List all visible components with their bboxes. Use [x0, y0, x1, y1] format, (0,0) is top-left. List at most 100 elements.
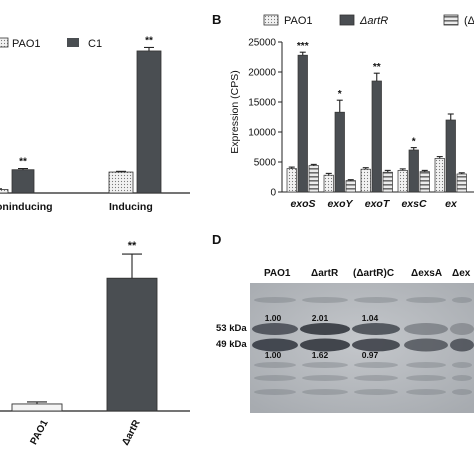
- panel-b-bar-exoS-1: [297, 54, 308, 193]
- legend-a-label-c1: C1: [88, 38, 102, 50]
- faint-band-3-lane-2: [354, 389, 398, 395]
- band-53-lane-1: [300, 323, 350, 335]
- panel-b-significance-exoS: ***: [297, 41, 309, 52]
- legend-b-swatch-0: [263, 14, 279, 26]
- panel-b-bar-exoS-0: [286, 168, 297, 193]
- legend-b-label-0: PAO1: [284, 15, 313, 27]
- legend-a-swatch-pao1: [0, 37, 9, 48]
- panel-b-bar-exoT-1: [371, 80, 382, 193]
- band-49-lane-2: [352, 338, 400, 352]
- blot-upper-value-1: 2.01: [312, 313, 329, 323]
- panel-b-y-tick-label-5: 25000: [248, 38, 276, 49]
- band-53-lane-4: [450, 323, 474, 335]
- faint-band-0-lane-0: [254, 297, 296, 303]
- blot-bands: [252, 297, 474, 395]
- panel-b-y-tick-label-2: 10000: [248, 128, 276, 139]
- faint-band-1-lane-2: [354, 362, 398, 368]
- blot-lane-label-0: PAO1: [264, 268, 291, 279]
- panel-b-category-exoT: exoT: [365, 198, 391, 210]
- legend-b-swatch-1: [339, 14, 355, 26]
- panel-c: ** PAO1 ΔartR: [0, 240, 190, 447]
- band-49-lane-0: [252, 338, 298, 352]
- panel-a-bar-pao1-0: [0, 189, 9, 194]
- panel-c-bar-1: [106, 277, 158, 412]
- panel-c-significance-1: **: [128, 240, 137, 252]
- panel-b-category-exsA: ex: [445, 198, 458, 210]
- blot-lane-label-1: ΔartR: [311, 268, 339, 279]
- panel-a-legend: PAO1 C1: [0, 37, 102, 50]
- band-53-lane-3: [404, 323, 448, 335]
- panel-b-significance-exsC: *: [412, 137, 416, 148]
- blot-upper-value-0: 1.00: [265, 313, 282, 323]
- panel-b-bar-exoY-1: [334, 111, 345, 193]
- band-53-lane-0: [252, 323, 298, 335]
- panel-b-legend: PAO1 ΔartR (Δ: [263, 14, 474, 27]
- panel-b-bar-exsC-0: [397, 170, 408, 193]
- panel-a-category-noninducing: oninducing: [0, 201, 53, 213]
- faint-band-2-lane-0: [254, 375, 296, 381]
- marker-53kda: 53 kDa: [216, 323, 247, 334]
- panel-b-bar-exsA-1: [445, 119, 456, 193]
- faint-band-3-lane-0: [254, 389, 296, 395]
- panel-c-category-0: PAO1: [28, 418, 50, 447]
- band-49-lane-3: [404, 338, 448, 352]
- panel-b-bar-exoT-0: [360, 168, 371, 193]
- panel-b-category-exoY: exoY: [327, 198, 353, 210]
- faint-band-3-lane-3: [406, 389, 446, 395]
- panel-b-category-exoS: exoS: [290, 198, 315, 210]
- faint-band-1-lane-4: [452, 362, 472, 368]
- blot-lower-value-0: 1.00: [265, 350, 282, 360]
- blot-lane-label-2: (ΔartR)C: [353, 268, 394, 279]
- legend-b-label-2: (Δ: [464, 15, 474, 27]
- faint-band-2-lane-2: [354, 375, 398, 381]
- legend-b-swatch-2: [443, 14, 459, 26]
- panel-d-label: D: [212, 232, 221, 247]
- panel-b-y-tick-label-1: 5000: [254, 158, 277, 169]
- faint-band-0-lane-3: [406, 297, 446, 303]
- panel-a-significance-1: **: [145, 35, 153, 46]
- panel-b-y-tick-label-0: 0: [270, 188, 276, 199]
- panel-b-y-tick-label-4: 20000: [248, 68, 276, 79]
- panel-b-bar-exsC-1: [408, 149, 419, 193]
- panel-b-bar-exsC-2: [419, 171, 430, 193]
- panel-b-bar-exoT-2: [382, 171, 393, 193]
- blot-lane-label-3: ΔexsA: [411, 268, 442, 279]
- faint-band-1-lane-3: [406, 362, 446, 368]
- panel-b-bar-exsA-2: [456, 173, 467, 193]
- panel-b-category-exsC: exsC: [401, 198, 427, 210]
- band-53-lane-2: [352, 323, 400, 335]
- legend-a-swatch-c1: [67, 38, 79, 47]
- faint-band-1-lane-1: [302, 362, 348, 368]
- panel-a-bar-c1-0: [11, 169, 35, 194]
- panel-b: B PAO1 ΔartR (Δ Expression (CPS) 0 5000 1000…: [212, 12, 474, 210]
- blot-lower-value-1: 1.62: [312, 350, 329, 360]
- panel-a-bar-pao1-1: [108, 171, 134, 194]
- faint-band-3-lane-4: [452, 389, 472, 395]
- panel-b-y-axis-label: Expression (CPS): [229, 70, 241, 153]
- blot-upper-value-2: 1.04: [362, 313, 379, 323]
- panel-c-bar-0: [11, 403, 63, 412]
- faint-band-2-lane-4: [452, 375, 472, 381]
- legend-b-label-1: ΔartR: [359, 15, 388, 27]
- band-49-lane-4: [450, 338, 474, 352]
- legend-a-label-pao1: PAO1: [12, 38, 41, 50]
- panel-b-bar-exoY-0: [323, 174, 334, 193]
- panel-b-label: B: [212, 12, 221, 27]
- panel-c-category-1: ΔartR: [120, 418, 143, 448]
- faint-band-0-lane-2: [354, 297, 398, 303]
- marker-49kda: 49 kDa: [216, 339, 247, 350]
- panel-a-category-inducing: Inducing: [109, 201, 153, 213]
- blot-lane-label-4: Δex: [452, 268, 471, 279]
- panel-a: PAO1 C1 ** ** oninducing Inducing: [0, 35, 190, 213]
- panel-b-bar-exsA-0: [434, 158, 445, 193]
- band-49-lane-1: [300, 338, 350, 352]
- panel-b-y-tick-label-3: 15000: [248, 98, 276, 109]
- faint-band-0-lane-1: [302, 297, 348, 303]
- blot-lower-value-2: 0.97: [362, 350, 379, 360]
- faint-band-3-lane-1: [302, 389, 348, 395]
- faint-band-0-lane-4: [452, 297, 472, 303]
- faint-band-2-lane-1: [302, 375, 348, 381]
- faint-band-2-lane-3: [406, 375, 446, 381]
- panel-a-bar-c1-1: [136, 50, 162, 194]
